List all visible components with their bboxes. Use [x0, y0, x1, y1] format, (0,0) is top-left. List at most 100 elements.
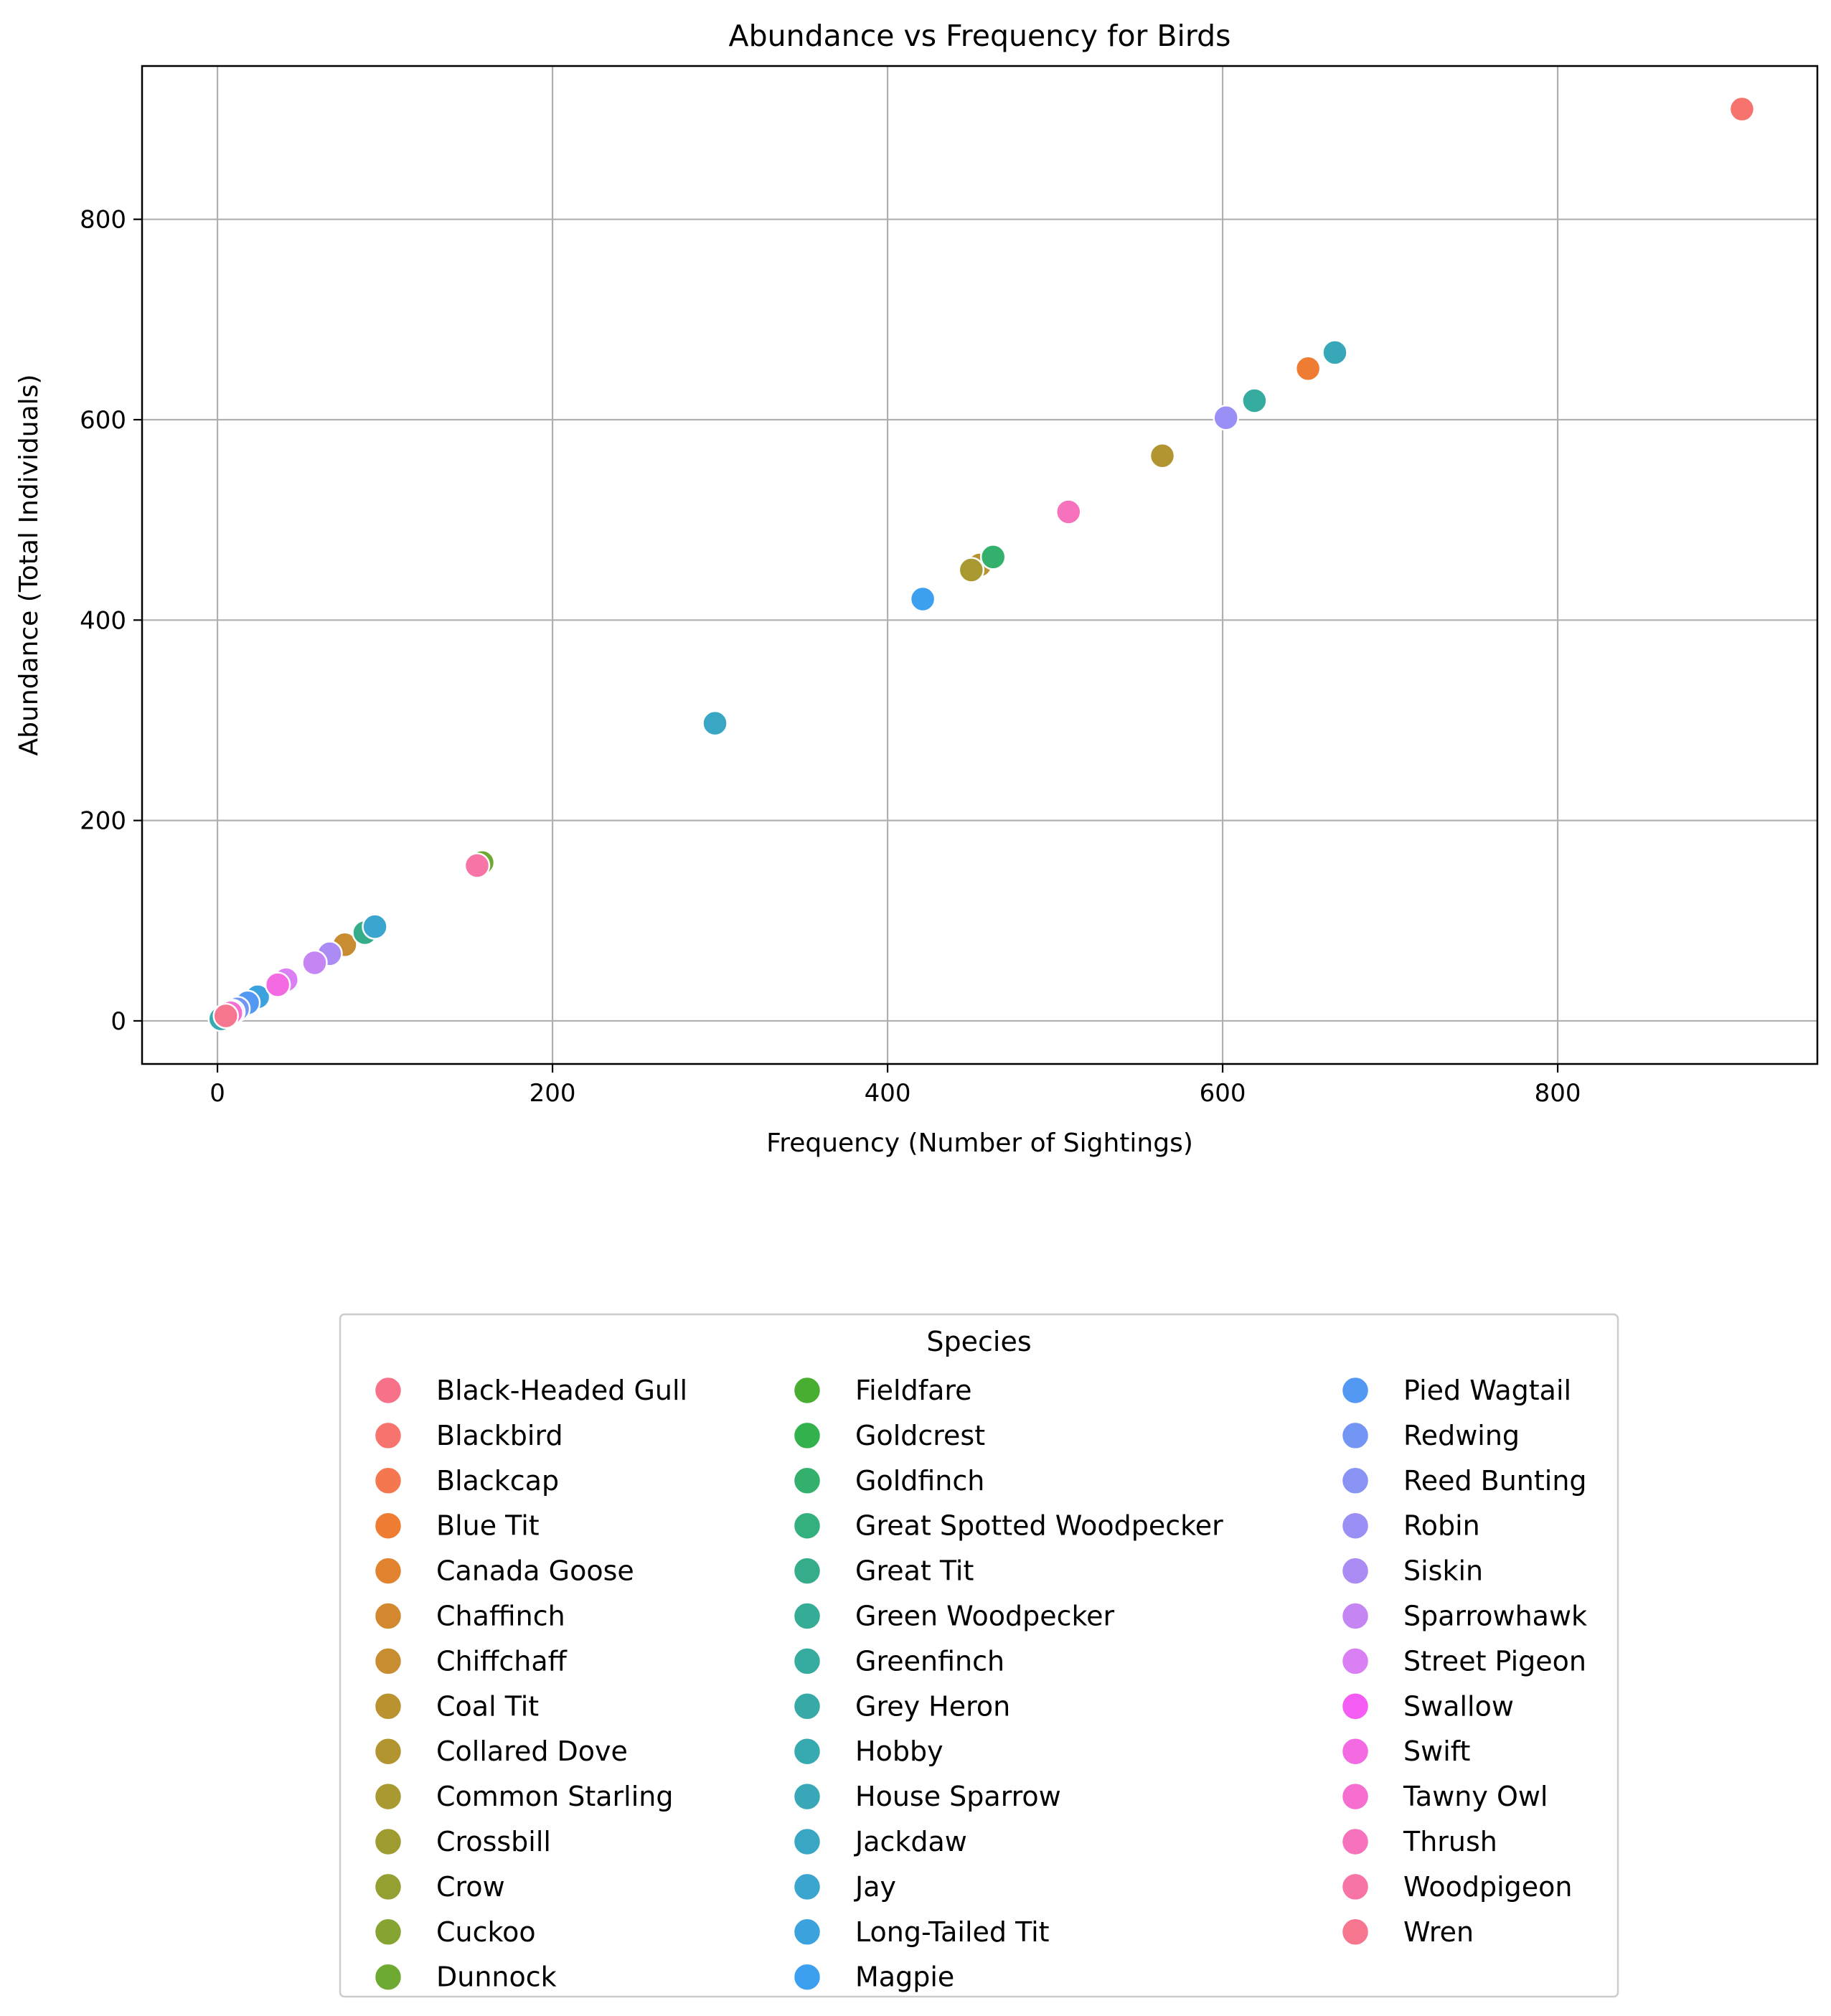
legend-item: Sparrowhawk — [1340, 1601, 1587, 1632]
legend-marker — [373, 1736, 403, 1766]
legend-label: Reed Bunting — [1403, 1465, 1587, 1497]
data-point — [702, 710, 728, 737]
legend-item: Fieldfare — [792, 1375, 972, 1406]
legend-item: Reed Bunting — [1340, 1465, 1587, 1497]
legend-label: Fieldfare — [855, 1375, 972, 1406]
legend-marker — [373, 1872, 403, 1902]
legend-marker — [373, 1692, 403, 1721]
legend-label: Dunnock — [436, 1961, 557, 1993]
legend-label: Thrush — [1403, 1826, 1497, 1857]
legend-item: Chiffchaff — [373, 1645, 568, 1677]
legend-label: Magpie — [855, 1961, 954, 1993]
legend-item: Goldcrest — [792, 1420, 985, 1451]
legend-item: Green Woodpecker — [792, 1601, 1115, 1632]
legend-item: Coal Tit — [373, 1690, 539, 1722]
y-axis-label: Abundance (Total Individuals) — [14, 375, 44, 756]
legend-marker — [792, 1647, 822, 1676]
legend-marker — [792, 1556, 822, 1586]
legend-label: Swallow — [1403, 1690, 1514, 1722]
legend-item: Great Tit — [792, 1555, 974, 1587]
legend-label: Long-Tailed Tit — [855, 1916, 1050, 1948]
legend-marker — [373, 1601, 403, 1631]
legend-marker — [792, 1872, 822, 1902]
legend-item: Redwing — [1340, 1420, 1520, 1451]
legend-item: Black-Headed Gull — [373, 1375, 687, 1406]
legend-marker — [1340, 1556, 1370, 1586]
legend-label: Wren — [1403, 1916, 1474, 1948]
x-axis-label: Frequency (Number of Sightings) — [766, 1129, 1193, 1158]
legend-item: Long-Tailed Tit — [792, 1916, 1050, 1948]
legend-item: Cuckoo — [373, 1916, 536, 1948]
legend-marker — [373, 1466, 403, 1496]
legend-label: Pied Wagtail — [1403, 1375, 1571, 1406]
data-point — [909, 585, 936, 613]
legend-item: Greenfinch — [792, 1645, 1004, 1677]
legend-marker — [373, 1962, 403, 1992]
legend-label: Common Starling — [436, 1781, 673, 1812]
legend-item: Siskin — [1340, 1555, 1483, 1587]
legend-label: Collared Dove — [436, 1735, 628, 1767]
legend-marker — [1340, 1375, 1370, 1405]
legend-marker — [792, 1917, 822, 1947]
legend-label: Goldfinch — [855, 1465, 984, 1497]
legend-label: Sparrowhawk — [1403, 1601, 1587, 1632]
data-point — [1055, 499, 1082, 525]
legend-label: Grey Heron — [855, 1690, 1010, 1722]
legend-marker — [792, 1601, 822, 1631]
legend-label: Chaffinch — [436, 1601, 565, 1632]
legend-label: Green Woodpecker — [855, 1601, 1115, 1632]
legend-marker — [1340, 1736, 1370, 1766]
legend-title: Species — [926, 1326, 1031, 1357]
data-points — [207, 95, 1756, 1032]
legend: Species Black-Headed Gull Blackbird Blackc… — [339, 1313, 1619, 1998]
x-tick-label: 800 — [1535, 1079, 1581, 1108]
legend-marker — [792, 1421, 822, 1451]
legend-marker — [373, 1647, 403, 1676]
data-point — [1213, 404, 1239, 431]
x-tick-label: 200 — [529, 1079, 576, 1108]
y-tick-label: 200 — [80, 807, 126, 836]
legend-marker — [792, 1466, 822, 1496]
legend-item: Collared Dove — [373, 1735, 628, 1767]
legend-item: Tawny Owl — [1340, 1781, 1548, 1812]
legend-label: Greenfinch — [855, 1645, 1004, 1677]
plot-frame — [141, 65, 1819, 1065]
legend-items: Black-Headed Gull Blackbird Blackcap Blue T… — [373, 1375, 1587, 1993]
legend-label: Woodpigeon — [1403, 1871, 1572, 1903]
legend-marker — [792, 1827, 822, 1857]
data-point — [1294, 355, 1322, 382]
grid-lines — [142, 66, 1817, 1064]
legend-item: Grey Heron — [792, 1690, 1010, 1722]
data-point — [958, 557, 985, 583]
legend-item: Thrush — [1340, 1826, 1497, 1857]
legend-label: Chiffchaff — [436, 1645, 568, 1677]
legend-label: Black-Headed Gull — [436, 1375, 687, 1406]
legend-label: Jay — [854, 1871, 896, 1903]
legend-item: Blackcap — [373, 1465, 559, 1497]
legend-item: Crossbill — [373, 1826, 551, 1857]
legend-label: Redwing — [1403, 1420, 1520, 1451]
legend-item: Swallow — [1340, 1690, 1514, 1722]
data-point — [362, 913, 388, 940]
legend-label: Crow — [436, 1871, 505, 1903]
legend-marker — [1340, 1421, 1370, 1451]
legend-label: Jackdaw — [854, 1826, 967, 1857]
legend-item: Swift — [1340, 1735, 1470, 1767]
legend-item: Jackdaw — [792, 1826, 967, 1857]
legend-item: Wren — [1340, 1916, 1474, 1948]
legend-item: Blackbird — [373, 1420, 563, 1451]
legend-marker — [1340, 1647, 1370, 1676]
legend-label: Cuckoo — [436, 1916, 536, 1948]
legend-marker — [792, 1511, 822, 1540]
legend-label: Robin — [1403, 1510, 1480, 1542]
legend-marker — [792, 1375, 822, 1405]
legend-label: Street Pigeon — [1403, 1645, 1586, 1677]
legend-marker — [1340, 1466, 1370, 1496]
legend-marker — [1340, 1917, 1370, 1947]
legend-marker — [1340, 1781, 1370, 1812]
legend-marker — [792, 1692, 822, 1721]
legend-label: Coal Tit — [436, 1690, 539, 1722]
legend-marker — [373, 1917, 403, 1947]
y-tick-label: 400 — [80, 606, 126, 635]
legend-marker — [373, 1781, 403, 1812]
